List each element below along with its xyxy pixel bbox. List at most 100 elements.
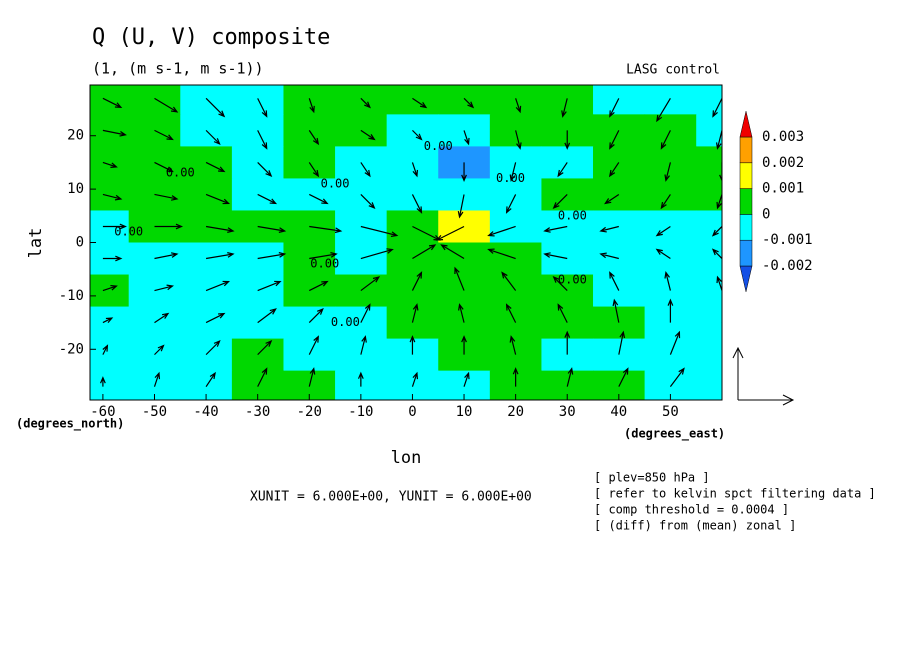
wind-arrow [660,194,671,210]
contour-cell [593,338,646,372]
colorbar-label: 0.003 [762,129,804,145]
wind-arrow [664,271,671,291]
colorbar-label: -0.002 [762,258,813,274]
wind-arrow [100,376,106,387]
wind-arrow [412,129,423,141]
wind-arrow [505,194,517,214]
wind-arrow [552,194,568,210]
wind-arrow [308,307,324,324]
contour-cell [335,338,388,372]
wind-arrow [716,194,722,210]
y-unit-label: (degrees_north) [16,417,124,432]
x-tick-label: -30 [245,404,270,420]
wind-arrow [509,335,517,355]
wind-arrow [618,367,629,387]
wind-arrow [515,98,522,114]
x-tick-label: 50 [662,404,679,420]
contour-label: 0.00 [114,224,143,238]
contour-cell [593,274,646,308]
x-tick-label: 10 [456,404,473,420]
chart-title: Q (U, V) composite [92,25,330,50]
x-tick-label: 40 [610,404,627,420]
contour-cell [593,306,646,340]
wind-arrow [411,194,423,214]
contour-cell [90,146,130,179]
wind-arrow [102,284,118,292]
y-tick-label: -20 [59,341,84,357]
y-tick-label: 20 [67,128,84,144]
contour-cell [593,210,646,243]
contour-cell [128,338,181,372]
wind-arrow [205,280,231,292]
wind-arrow [543,252,568,260]
contour-cell [438,274,491,308]
wind-arrow [308,280,329,292]
contour-cell [180,338,233,372]
contour-cell [489,338,542,372]
y-tick-label: -10 [59,288,84,304]
wind-arrow [154,344,165,356]
wind-arrow [461,335,467,355]
wind-arrow [154,97,179,113]
contour-label: 0.00 [558,208,587,222]
wind-arrow [609,130,620,150]
wind-arrow [102,97,123,109]
colorbar-box [739,136,753,164]
wind-arrow [411,303,419,323]
wind-arrow [154,223,184,230]
wind-arrow [411,271,423,291]
contour-cell [438,306,491,340]
wind-arrow [561,98,568,118]
contour-cell [696,338,722,372]
wind-arrow [721,320,722,323]
wind-arrow [458,303,465,323]
wind-arrow [102,255,123,262]
x-tick-label: -10 [348,404,373,420]
wind-arrow [308,193,329,205]
x-tick-label: -50 [142,404,167,420]
wind-arrow [463,130,470,146]
wind-arrow [552,275,568,291]
wind-arrow [715,130,722,150]
wind-arrow [604,193,620,205]
wind-arrow [102,317,114,324]
wind-arrow [509,162,517,182]
wind-arrow [440,244,465,260]
colorbar-box [739,214,753,241]
note: [ refer to kelvin spct filtering data ] [594,487,876,501]
contour-cell [90,114,130,147]
x-tick-label: 0 [408,404,416,420]
wind-arrow [205,97,226,118]
wind-arrow [660,130,671,150]
x-tick-label: 30 [559,404,576,420]
wind-arrow [257,308,277,324]
notes: [ plev=850 hPa ] [ refer to kelvin spct f… [594,471,876,533]
contour-cell [90,306,130,340]
wind-arrow [154,284,174,292]
wind-arrow [205,193,231,205]
colorbar-box [739,239,753,267]
wind-arrow [711,248,722,259]
wind-arrow [609,98,620,118]
wind-arrow [257,280,282,292]
x-axis-label: lon [391,448,422,468]
contour-cell [90,178,130,211]
wind-arrow [487,225,516,237]
contour-label: 0.00 [424,139,453,153]
wind-arrow [564,330,571,355]
wind-arrow [656,98,671,123]
reference-vector [732,346,795,406]
wind-arrow [308,335,319,355]
wind-arrow [716,275,722,291]
colorbar-box [739,162,753,189]
contour-cell [386,306,439,340]
wind-arrow [205,371,216,387]
wind-arrow [257,130,268,150]
wind-arrow [515,130,522,150]
contour-label: 0.00 [166,166,195,180]
vector-field [100,97,722,388]
wind-arrow [669,330,681,355]
wind-arrow [721,353,722,355]
wind-arrow [505,303,517,323]
wind-arrow [308,98,315,114]
